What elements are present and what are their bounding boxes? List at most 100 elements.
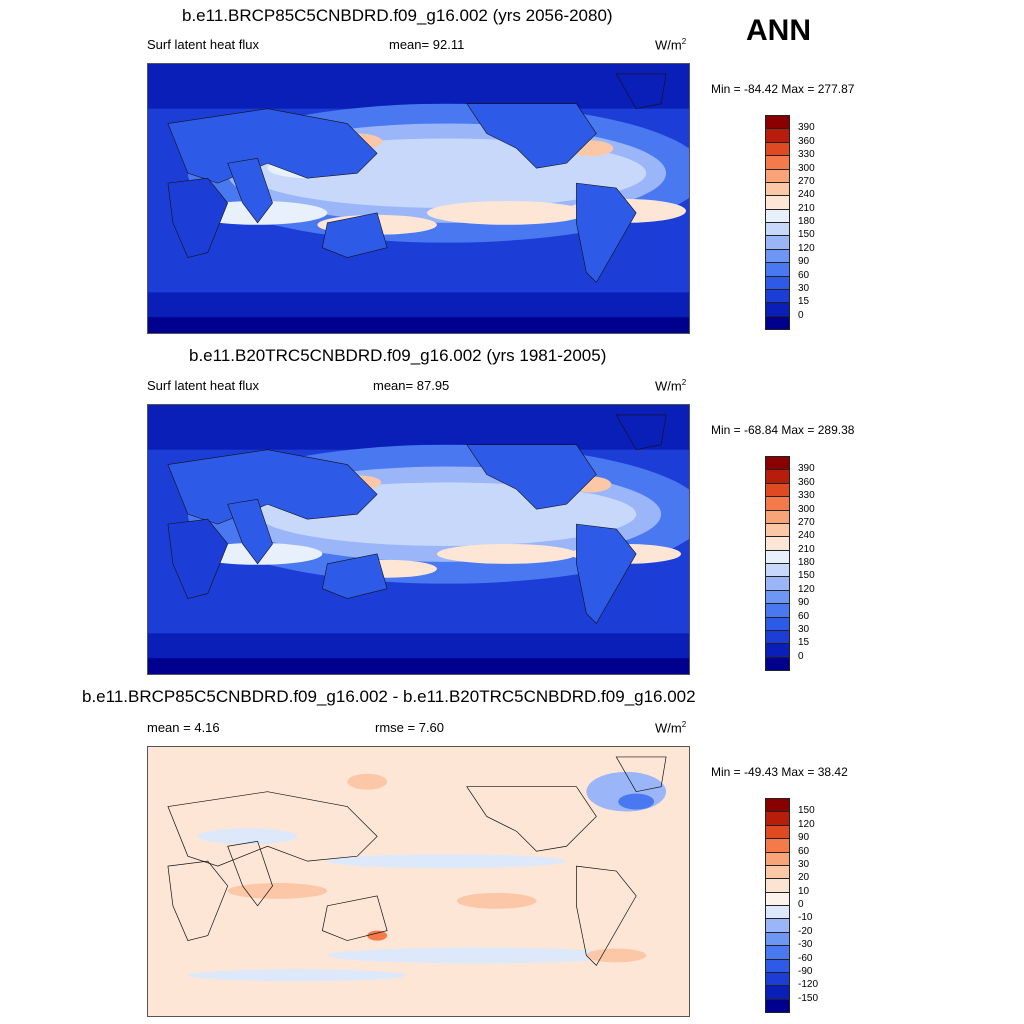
colorbar-tick-label: 180 [798,557,815,568]
colorbar-swatch [765,549,790,564]
colorbar-swatch [765,155,790,170]
colorbar-tick-label: 60 [798,845,810,857]
colorbar-tick-label: 120 [798,818,815,830]
colorbar-tick-label: 30 [798,858,810,870]
colorbar-tick-label: -10 [798,912,813,924]
colorbar-tick-label: 60 [798,269,810,281]
colorbar-swatch [765,878,790,893]
panel-1-colorbar: 390 360 330 300 270 240 210 180 150 120 90 60 30 15 0 [765,115,815,330]
colorbar-tick-label: 180 [798,216,815,227]
colorbar-tick-label: 0 [798,309,804,321]
colorbar-swatch [765,945,790,960]
colorbar-swatch [765,998,790,1013]
colorbar-swatch [765,288,790,304]
colorbar-swatch [765,181,790,197]
colorbar-tick-label: 30 [798,623,810,635]
colorbar-swatch [765,985,790,1000]
colorbar-tick-label: 210 [798,202,815,214]
colorbar-tick-label: 10 [798,885,810,897]
colorbar-tick-label: -120 [798,979,819,991]
colorbar-swatch [765,931,790,947]
panel-3-units: W/m2 [655,720,687,736]
panel-2-colorbar: 390 360 330 300 270 240 210 180 150 120 90 60 30 15 0 [765,456,815,671]
colorbar-tick-label: 300 [798,503,815,515]
colorbar-tick-label: -150 [798,992,819,1004]
season-label: ANN [746,14,811,47]
colorbar-tick-label: 360 [798,135,815,147]
panel-1-variable-label: Surf latent heat flux [147,37,260,52]
panel-3-mean: mean = 4.16 [147,720,220,735]
colorbar-tick-label: 330 [798,490,815,502]
colorbar-swatch [765,629,790,645]
panel-3-rmse: rmse = 7.60 [375,720,444,735]
colorbar-swatch [765,248,790,264]
panel-2-units: W/m2 [655,378,687,394]
colorbar-tick-label: 240 [798,530,815,542]
colorbar-swatch [765,509,790,524]
colorbar-swatch [765,798,790,813]
colorbar-tick-label: 240 [798,189,815,201]
panel-1-mean-value: 92.11 [432,37,465,52]
colorbar-tick-label: 120 [798,583,815,595]
panel-1-title: b.e11.BRCP85C5CNBDRD.f09_g16.002 (yrs 20… [182,6,613,25]
panel-1-field [148,64,689,333]
colorbar-tick-label: 270 [798,516,815,528]
colorbar-swatch [765,302,790,317]
colorbar-tick-label: 15 [798,296,810,308]
colorbar-swatch [765,115,790,130]
panel-2-field [148,405,689,674]
colorbar-swatch [765,616,790,631]
panel-2-mean-label: mean= [373,378,414,393]
colorbar-tick-label: 120 [798,242,815,254]
colorbar-tick-label: 15 [798,637,810,649]
colorbar-tick-label: 360 [798,476,815,488]
colorbar-swatch [765,275,790,290]
colorbar-tick-label: 60 [798,610,810,622]
colorbar-swatch [765,589,790,605]
panel-2-title: b.e11.B20TRC5CNBDRD.f09_g16.002 (yrs 198… [189,346,607,365]
colorbar-tick-label: 0 [798,899,804,910]
colorbar-tick-label: -90 [798,965,813,977]
colorbar-swatch [765,971,790,987]
colorbar-tick-label: 90 [798,832,810,844]
panel-2-mean-value: 87.95 [416,378,450,393]
colorbar-tick-label: 330 [798,149,815,161]
colorbar-swatch [765,656,790,671]
colorbar-swatch [765,235,790,250]
colorbar-swatch [765,456,790,471]
colorbar-swatch [765,643,790,658]
colorbar-swatch [765,811,790,826]
colorbar-tick-label: -60 [798,952,813,964]
colorbar-swatch [765,195,790,210]
colorbar-swatch [765,824,790,840]
panel-2-variable-label: Surf latent heat flux [147,378,260,393]
colorbar-swatch [765,469,790,484]
panel-1-mean-label: mean= [389,37,430,52]
colorbar-swatch [765,603,790,618]
colorbar-tick-label: -30 [798,939,813,951]
colorbar-tick-label: 300 [798,162,815,174]
panel-1-minmax: Min = -84.42 Max = 277.87 [711,82,855,96]
panel-3-minmax: Min = -49.43 Max = 38.42 [711,765,848,779]
colorbar-tick-label: -20 [798,925,813,937]
panel-3-title: b.e11.BRCP85C5CNBDRD.f09_g16.002 - b.e11… [82,687,696,706]
panel-1-mean: mean= 92.11 [389,37,464,52]
colorbar-swatch [765,208,790,223]
colorbar-tick-label: 150 [798,229,815,241]
colorbar-swatch [765,128,790,143]
panel-1-map [147,63,690,334]
panel-3-colorbar: 150 120 90 60 30 20 10 0 -10 -20 -30 -60 -90 -120 -150 [765,798,818,1013]
panel-3-field [148,747,689,1016]
colorbar-swatch [765,536,790,551]
colorbar-tick-label: 210 [798,543,815,555]
colorbar-tick-label: 270 [798,175,815,187]
colorbar-swatch [765,496,790,511]
colorbar-tick-label: 0 [798,650,804,662]
panel-3-map [147,746,690,1017]
colorbar-swatch [765,522,790,538]
colorbar-swatch [765,315,790,330]
colorbar-swatch [765,576,790,591]
colorbar-tick-label: 150 [798,570,815,582]
colorbar-swatch [765,958,790,973]
panel-2-minmax: Min = -68.84 Max = 289.38 [711,423,855,437]
